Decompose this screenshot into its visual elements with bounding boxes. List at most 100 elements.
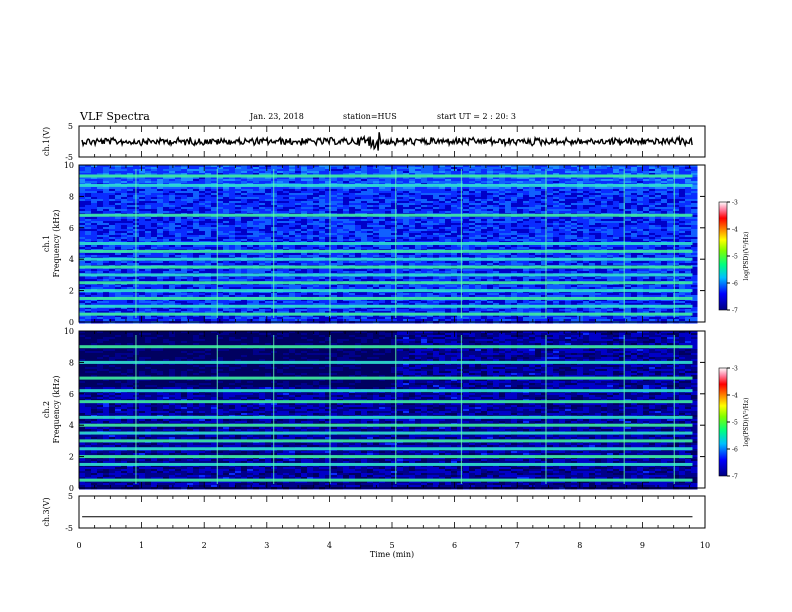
y-tick-label: 6 bbox=[69, 390, 74, 399]
y-tick-label: 5 bbox=[68, 492, 73, 501]
colorbar-tick-label: -5 bbox=[732, 254, 738, 261]
y-tick-label: 4 bbox=[69, 421, 74, 430]
ch2-ylabel-frequency: Frequency (kHz) bbox=[52, 375, 61, 443]
x-tick-label: 5 bbox=[389, 541, 394, 550]
ch2-spectrogram: 0 2 4 6 8 10 ch.2 Frequency (kHz) -3 -4 -5 -6 -7 log(… bbox=[42, 327, 750, 493]
colorbar-tick-label: -7 bbox=[732, 474, 738, 481]
ch1-ylabel-frequency: Frequency (kHz) bbox=[52, 209, 61, 277]
ch1-spike bbox=[216, 169, 218, 318]
colorbar-tick-label: -6 bbox=[732, 447, 738, 454]
ch2-band bbox=[79, 345, 693, 349]
ch2-spike bbox=[673, 335, 675, 484]
ch2-band bbox=[79, 400, 693, 404]
header-start-time: start UT = 2 : 20: 3 bbox=[437, 112, 516, 121]
ch2-spike bbox=[329, 335, 331, 484]
ch1-band bbox=[79, 289, 693, 293]
ch1-spectrogram: 0 2 4 6 8 10 ch.1 Frequency (kHz) -3 -4 -5 -6 -7 log(… bbox=[42, 161, 750, 327]
y-tick-label: 8 bbox=[69, 358, 74, 367]
y-tick-label: 0 bbox=[69, 484, 74, 493]
ch2-colorbar-label: log(PSD)(V²/Hz) bbox=[743, 398, 750, 447]
colorbar-tick-label: -4 bbox=[732, 227, 738, 234]
colorbar-tick-label: -7 bbox=[732, 308, 738, 315]
x-tick-label: 8 bbox=[577, 541, 582, 550]
x-tick-label: 1 bbox=[139, 541, 144, 550]
ch2-spike bbox=[623, 335, 625, 484]
ch2-colorbar bbox=[718, 367, 728, 477]
y-tick-label: 4 bbox=[69, 255, 74, 264]
ch2-band bbox=[79, 389, 693, 393]
ch1-waveform-line bbox=[81, 132, 693, 151]
colorbar-tick-label: -3 bbox=[732, 366, 738, 373]
ch1-band bbox=[79, 265, 693, 269]
x-tick-label: 7 bbox=[515, 541, 520, 550]
ch1-band bbox=[79, 273, 693, 277]
ch1-band bbox=[79, 249, 693, 253]
ch1-band bbox=[79, 304, 693, 308]
ch2-spike bbox=[216, 335, 218, 484]
ch1-ylabel-channel: ch.1 bbox=[42, 235, 51, 252]
ch1-band bbox=[79, 242, 693, 245]
x-tick-label: 4 bbox=[327, 541, 332, 550]
ch2-band bbox=[79, 415, 693, 419]
ch1-spike bbox=[460, 169, 463, 318]
ch1-spike bbox=[329, 169, 331, 318]
ch1-band bbox=[79, 257, 693, 261]
ch2-spike bbox=[273, 335, 275, 484]
y-tick-label: -5 bbox=[65, 524, 73, 533]
ch1-colorbar bbox=[718, 201, 728, 311]
ch2-spike bbox=[545, 335, 547, 484]
ch1-spike bbox=[135, 169, 137, 318]
ch2-band bbox=[79, 462, 693, 466]
colorbar-tick-label: -4 bbox=[732, 393, 738, 400]
ch1-spike bbox=[273, 169, 275, 318]
ch1-band bbox=[79, 312, 693, 316]
ch3-ylabel: ch.3(V) bbox=[42, 497, 51, 526]
y-tick-label: 10 bbox=[64, 161, 74, 170]
ch1-spike bbox=[395, 169, 397, 318]
y-tick-label: 10 bbox=[64, 327, 74, 336]
y-tick-label: 2 bbox=[69, 453, 74, 462]
y-tick-label: -5 bbox=[65, 153, 73, 162]
ch1-band bbox=[79, 213, 693, 217]
x-tick-label: 3 bbox=[264, 541, 269, 550]
y-tick-label: 5 bbox=[68, 122, 73, 131]
ch1-band bbox=[79, 183, 693, 187]
ch2-band bbox=[79, 376, 693, 380]
ch2-band bbox=[79, 455, 693, 459]
ch2-band bbox=[79, 439, 693, 443]
x-tick-label: 0 bbox=[76, 541, 81, 550]
ch1-band bbox=[79, 174, 693, 178]
colorbar-tick-label: -6 bbox=[732, 281, 738, 288]
y-tick-label: 2 bbox=[69, 287, 74, 296]
ch2-band bbox=[79, 447, 693, 451]
x-tick-label: 2 bbox=[202, 541, 207, 550]
ch1-spike bbox=[673, 169, 675, 318]
ch2-band bbox=[79, 360, 693, 364]
ch2-spike bbox=[395, 335, 397, 484]
header-date: Jan. 23, 2018 bbox=[250, 112, 304, 121]
x-axis-label: Time (min) bbox=[370, 550, 414, 559]
ch1-band bbox=[79, 281, 693, 285]
ch1-band bbox=[79, 296, 693, 300]
colorbar-tick-label: -3 bbox=[732, 200, 738, 207]
ch2-spike bbox=[460, 335, 463, 484]
colorbar-tick-label: -5 bbox=[732, 420, 738, 427]
ch1-colorbar-label: log(PSD)(V²/Hz) bbox=[743, 232, 750, 281]
y-tick-label: 8 bbox=[69, 192, 74, 201]
y-tick-label: 0 bbox=[69, 318, 74, 327]
ch2-ylabel-channel: ch.2 bbox=[42, 401, 51, 418]
ch1-spike bbox=[545, 169, 547, 318]
y-tick-label: 6 bbox=[69, 224, 74, 233]
ch1-ylabel: ch.1(V) bbox=[42, 127, 51, 156]
x-tick-label: 10 bbox=[700, 541, 710, 550]
x-tick-label: 9 bbox=[640, 541, 645, 550]
ch2-spike bbox=[135, 335, 137, 484]
ch2-band bbox=[79, 478, 693, 482]
header-station: station=HUS bbox=[343, 112, 397, 121]
x-tick-label: 6 bbox=[452, 541, 457, 550]
ch2-band bbox=[79, 423, 693, 427]
ch2-band bbox=[79, 431, 693, 435]
ch1-spike bbox=[623, 169, 625, 318]
page-title: VLF Spectra bbox=[80, 110, 150, 123]
